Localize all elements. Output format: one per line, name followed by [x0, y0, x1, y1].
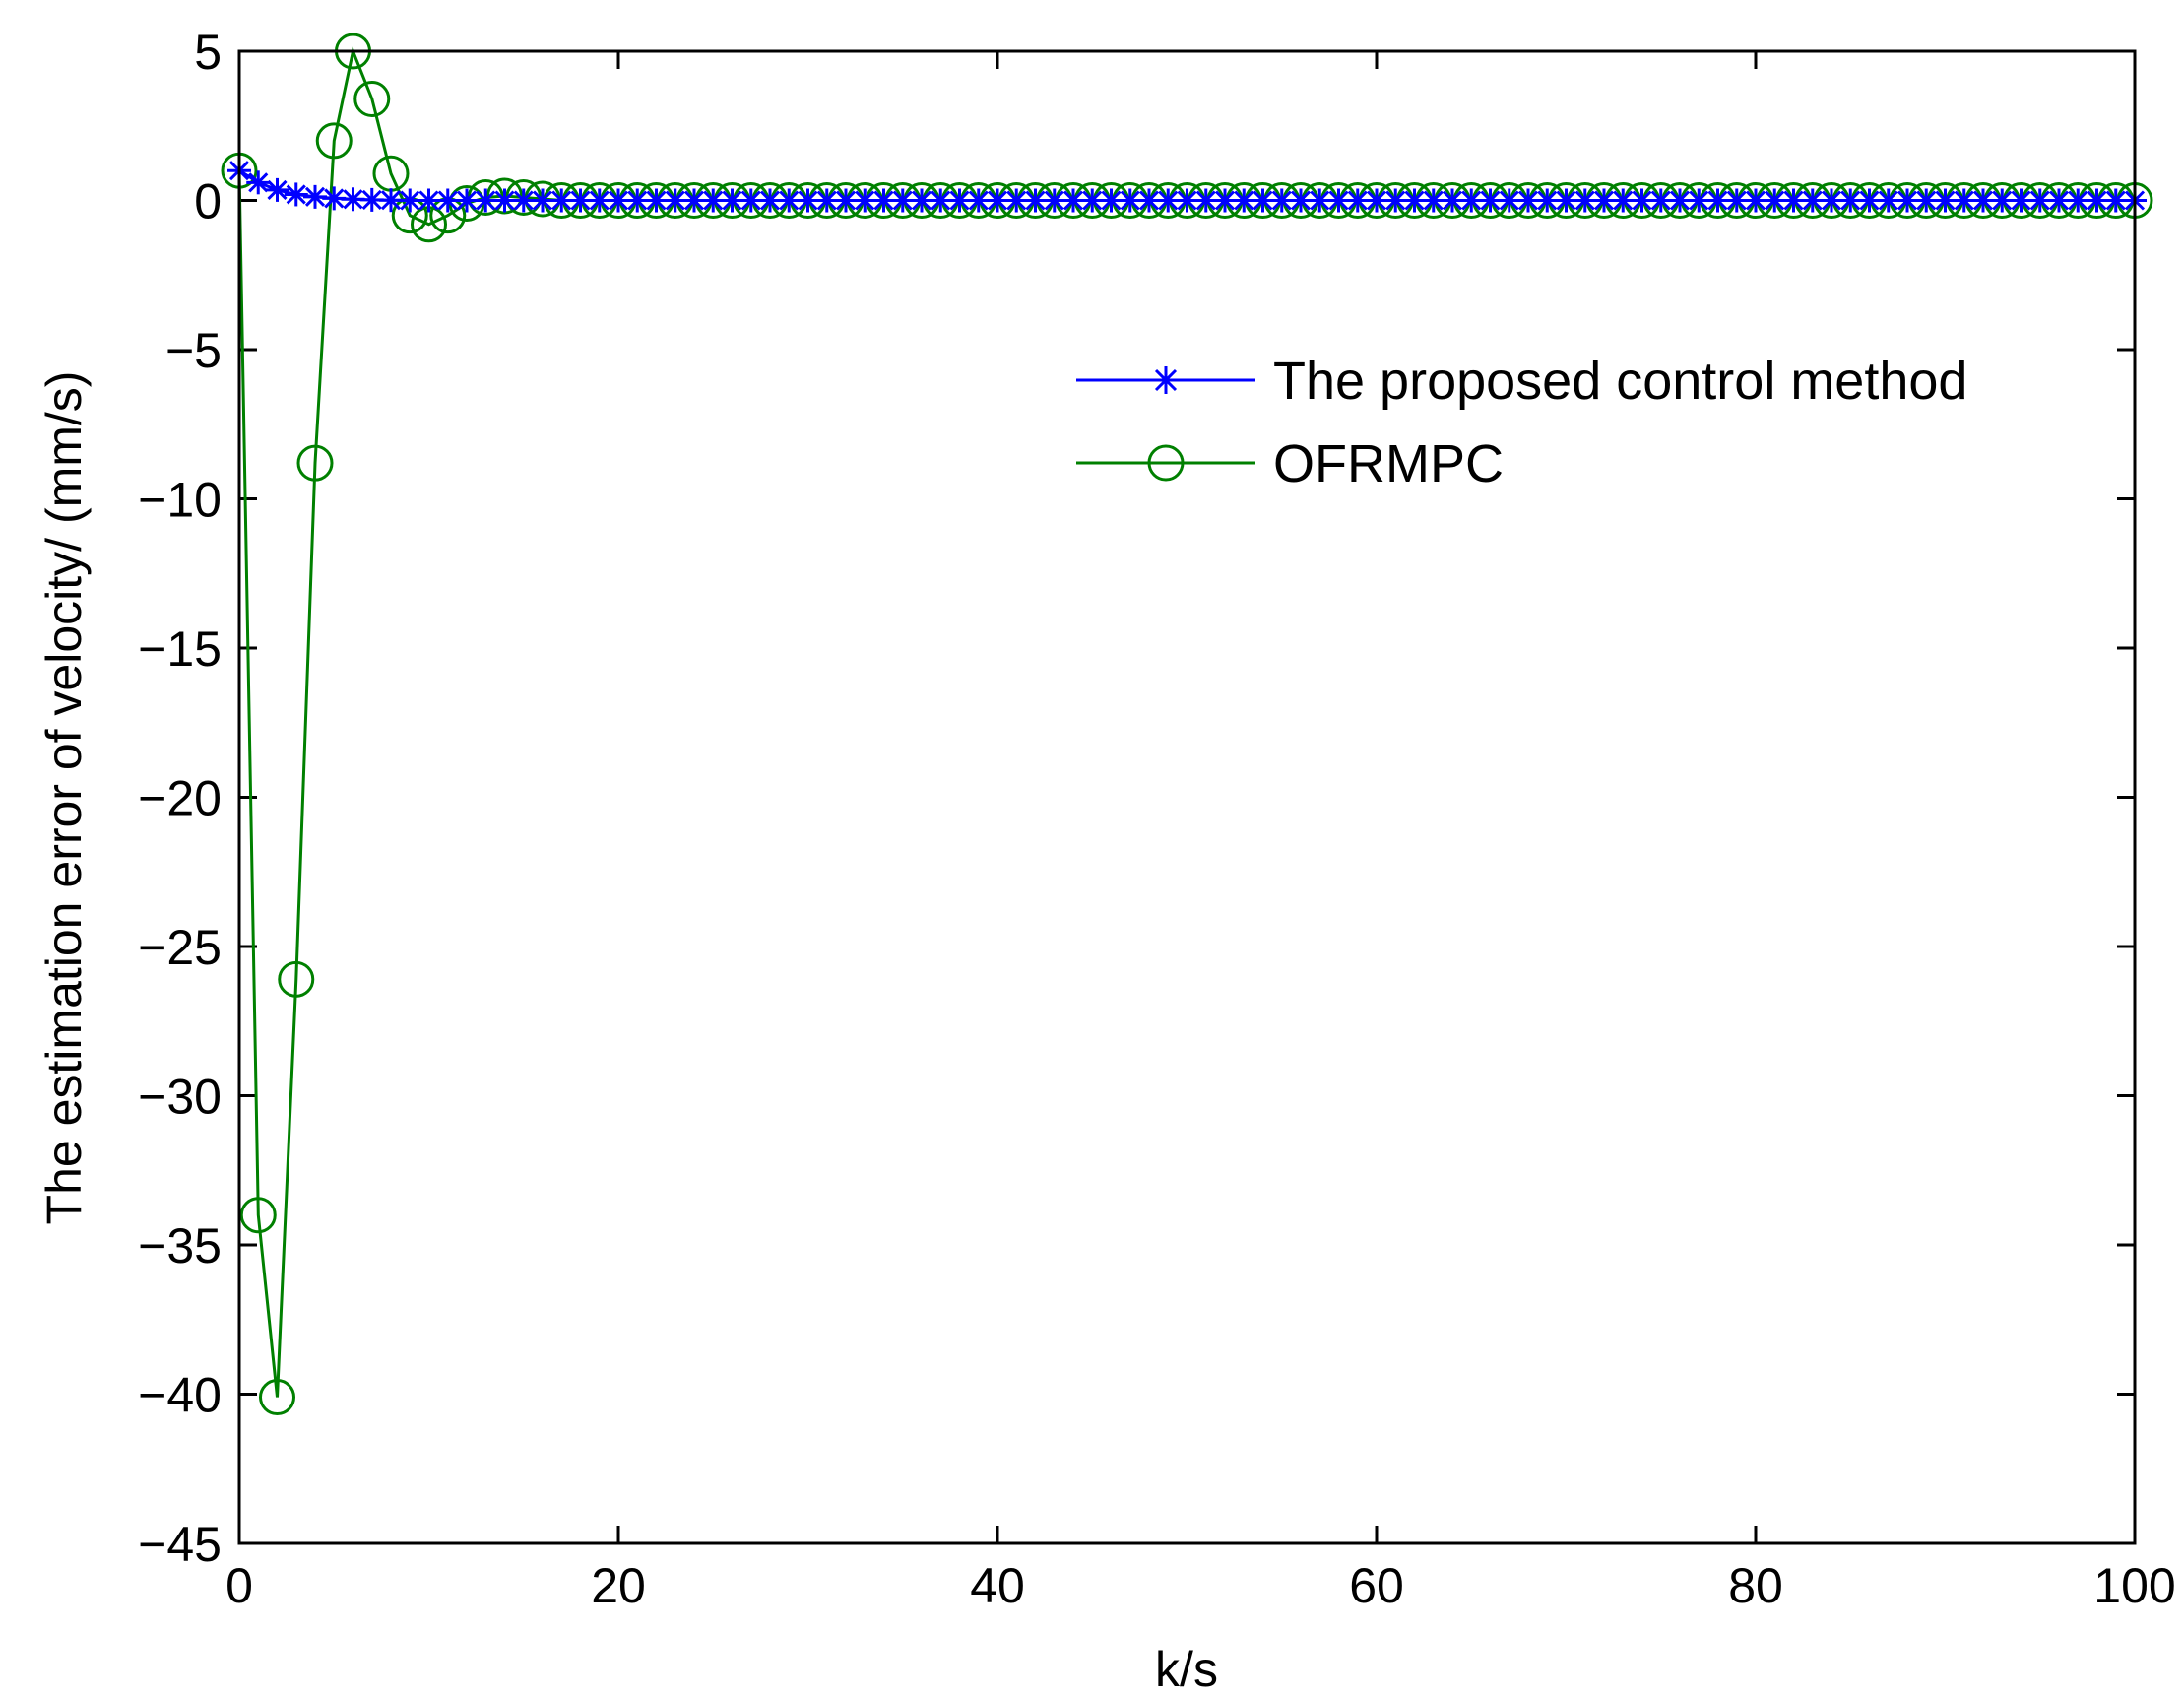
data-point: [1099, 188, 1124, 213]
y-tick-label: −35: [138, 1218, 222, 1274]
series-line: [237, 45, 2135, 1398]
data-point: [1232, 188, 1256, 213]
data-point: [1365, 188, 1388, 213]
data-point: [1876, 188, 1900, 213]
data-point: [1724, 188, 1749, 213]
series-1: [221, 33, 2153, 1416]
data-point: [315, 122, 353, 160]
legend-label-ofrmpc: OFRMPC: [1273, 434, 1504, 493]
axis-ticks: [237, 49, 2137, 1545]
y-tick-label: −25: [138, 920, 222, 975]
x-tick-label: 60: [1349, 1558, 1404, 1613]
data-point: [417, 188, 441, 213]
data-point: [284, 182, 308, 207]
data-point: [2085, 188, 2109, 213]
plot-series: [221, 33, 2153, 1416]
data-point: [303, 184, 327, 209]
data-point: [265, 177, 289, 202]
y-tick-label: 5: [194, 25, 222, 80]
data-point: [1383, 188, 1408, 213]
data-point: [1137, 188, 1161, 213]
data-point: [341, 187, 365, 212]
data-point: [296, 444, 334, 482]
x-axis-label: k/s: [1155, 1642, 1218, 1697]
legend-marker-ofrmpc: [1147, 444, 1185, 482]
data-point: [486, 177, 523, 215]
data-point: [278, 960, 315, 998]
y-tick-label: 0: [194, 174, 222, 229]
data-point: [353, 80, 391, 117]
legend: The proposed control method OFRMPC: [1076, 352, 1967, 493]
data-point: [1573, 188, 1597, 213]
data-point: [1156, 188, 1181, 213]
data-point: [2103, 188, 2128, 213]
data-point: [511, 188, 536, 213]
data-point: [701, 188, 726, 213]
x-tick-label: 100: [2093, 1558, 2175, 1613]
x-tick-label: 20: [591, 1558, 646, 1613]
data-point: [568, 188, 593, 213]
y-tick-label: −5: [165, 323, 222, 378]
data-point: [1251, 188, 1275, 213]
y-tick-label: −15: [138, 621, 222, 677]
x-tick-label: 80: [1728, 1558, 1783, 1613]
data-point: [549, 188, 574, 213]
data-point: [1554, 188, 1578, 213]
data-point: [910, 188, 933, 213]
data-point: [1914, 188, 1939, 213]
y-tick-label: −40: [138, 1368, 222, 1423]
y-tick-label: −30: [138, 1070, 222, 1125]
legend-marker-proposed: [1152, 366, 1180, 394]
y-tick-label: −10: [138, 473, 222, 528]
data-point: [246, 170, 271, 195]
data-point: [492, 188, 517, 213]
data-point: [871, 188, 896, 213]
x-tick-label: 40: [970, 1558, 1025, 1613]
data-point: [1004, 188, 1029, 213]
y-tick-label: −20: [138, 771, 222, 826]
data-point: [1175, 188, 1199, 213]
data-point: [259, 1379, 295, 1416]
data-point: [644, 188, 669, 213]
series-0: [227, 159, 2147, 213]
plot-frame: [237, 49, 2137, 1545]
tick-labels: 0 20 40 60 80 100 5 0 −5 −10 −15 −20 −25 −30 −35 −40 −45: [138, 25, 2176, 1613]
data-point: [239, 1197, 277, 1234]
y-tick-label: −45: [138, 1517, 222, 1572]
legend-label-proposed: The proposed control method: [1273, 352, 1967, 411]
x-tick-label: 0: [225, 1558, 253, 1613]
y-axis-label: The estimation error of velocity/ (mm/s): [36, 371, 92, 1225]
data-point: [1933, 188, 1958, 213]
